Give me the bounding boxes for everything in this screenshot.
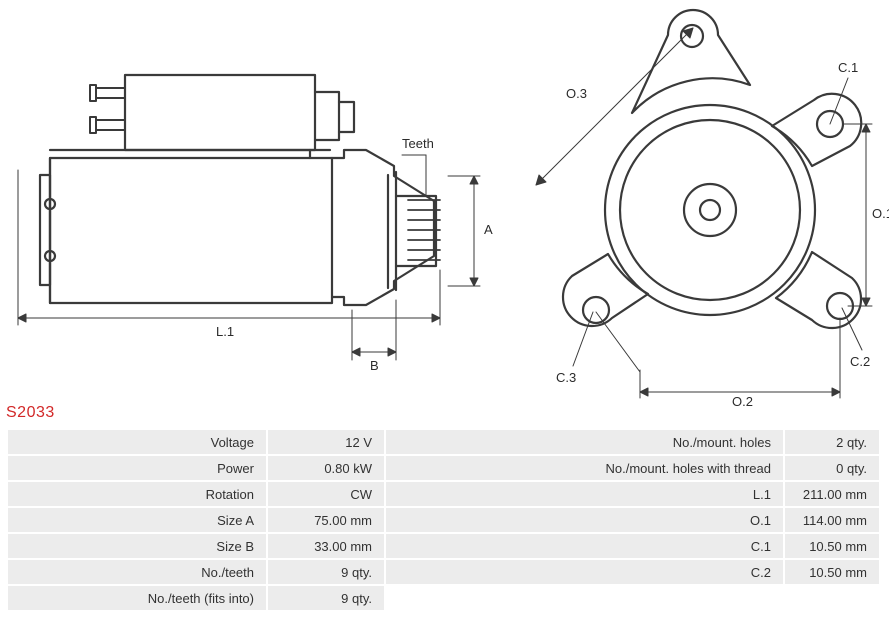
drawing-svg: Teeth A B L.1 O.1 O.2 O.3 C.1 C.2 C.3 — [0, 0, 889, 410]
spec-label: C.2 — [385, 559, 784, 585]
spec-label: No./mount. holes — [385, 429, 784, 455]
label-B: B — [370, 358, 379, 373]
label-teeth: Teeth — [402, 136, 434, 151]
spec-label: Size A — [7, 507, 267, 533]
spec-label: L.1 — [385, 481, 784, 507]
table-row: RotationCWL.1211.00 mm — [7, 481, 880, 507]
spec-value: 10.50 mm — [784, 533, 880, 559]
spec-value: 0.80 kW — [267, 455, 385, 481]
spec-label: Power — [7, 455, 267, 481]
label-C1: C.1 — [838, 60, 858, 75]
spec-value: 75.00 mm — [267, 507, 385, 533]
table-row: No./teeth9 qty.C.210.50 mm — [7, 559, 880, 585]
spec-value: 12 V — [267, 429, 385, 455]
label-C3: C.3 — [556, 370, 576, 385]
spec-value: CW — [267, 481, 385, 507]
table-row: Voltage12 VNo./mount. holes2 qty. — [7, 429, 880, 455]
spec-label: C.1 — [385, 533, 784, 559]
spec-value — [784, 585, 880, 611]
spec-label: Rotation — [7, 481, 267, 507]
label-O3: O.3 — [566, 86, 587, 101]
label-O2: O.2 — [732, 394, 753, 409]
spec-value: 2 qty. — [784, 429, 880, 455]
spec-label: Voltage — [7, 429, 267, 455]
table-row: Size B33.00 mmC.110.50 mm — [7, 533, 880, 559]
part-number: S2033 — [6, 404, 55, 422]
spec-value: 10.50 mm — [784, 559, 880, 585]
table-row: No./teeth (fits into)9 qty. — [7, 585, 880, 611]
spec-table: Voltage12 VNo./mount. holes2 qty.Power0.… — [6, 428, 881, 612]
spec-label: Size B — [7, 533, 267, 559]
label-C2: C.2 — [850, 354, 870, 369]
label-O1: O.1 — [872, 206, 889, 221]
spec-label: O.1 — [385, 507, 784, 533]
spec-value: 114.00 mm — [784, 507, 880, 533]
table-row: Size A75.00 mmO.1114.00 mm — [7, 507, 880, 533]
spec-label: No./teeth — [7, 559, 267, 585]
spec-value: 211.00 mm — [784, 481, 880, 507]
spec-label — [385, 585, 784, 611]
spec-value: 9 qty. — [267, 559, 385, 585]
spec-value: 9 qty. — [267, 585, 385, 611]
spec-value: 33.00 mm — [267, 533, 385, 559]
spec-label: No./mount. holes with thread — [385, 455, 784, 481]
table-row: Power0.80 kWNo./mount. holes with thread… — [7, 455, 880, 481]
spec-label: No./teeth (fits into) — [7, 585, 267, 611]
label-L1: L.1 — [216, 324, 234, 339]
spec-value: 0 qty. — [784, 455, 880, 481]
technical-drawing: Teeth A B L.1 O.1 O.2 O.3 C.1 C.2 C.3 — [0, 0, 889, 410]
label-A: A — [484, 222, 493, 237]
